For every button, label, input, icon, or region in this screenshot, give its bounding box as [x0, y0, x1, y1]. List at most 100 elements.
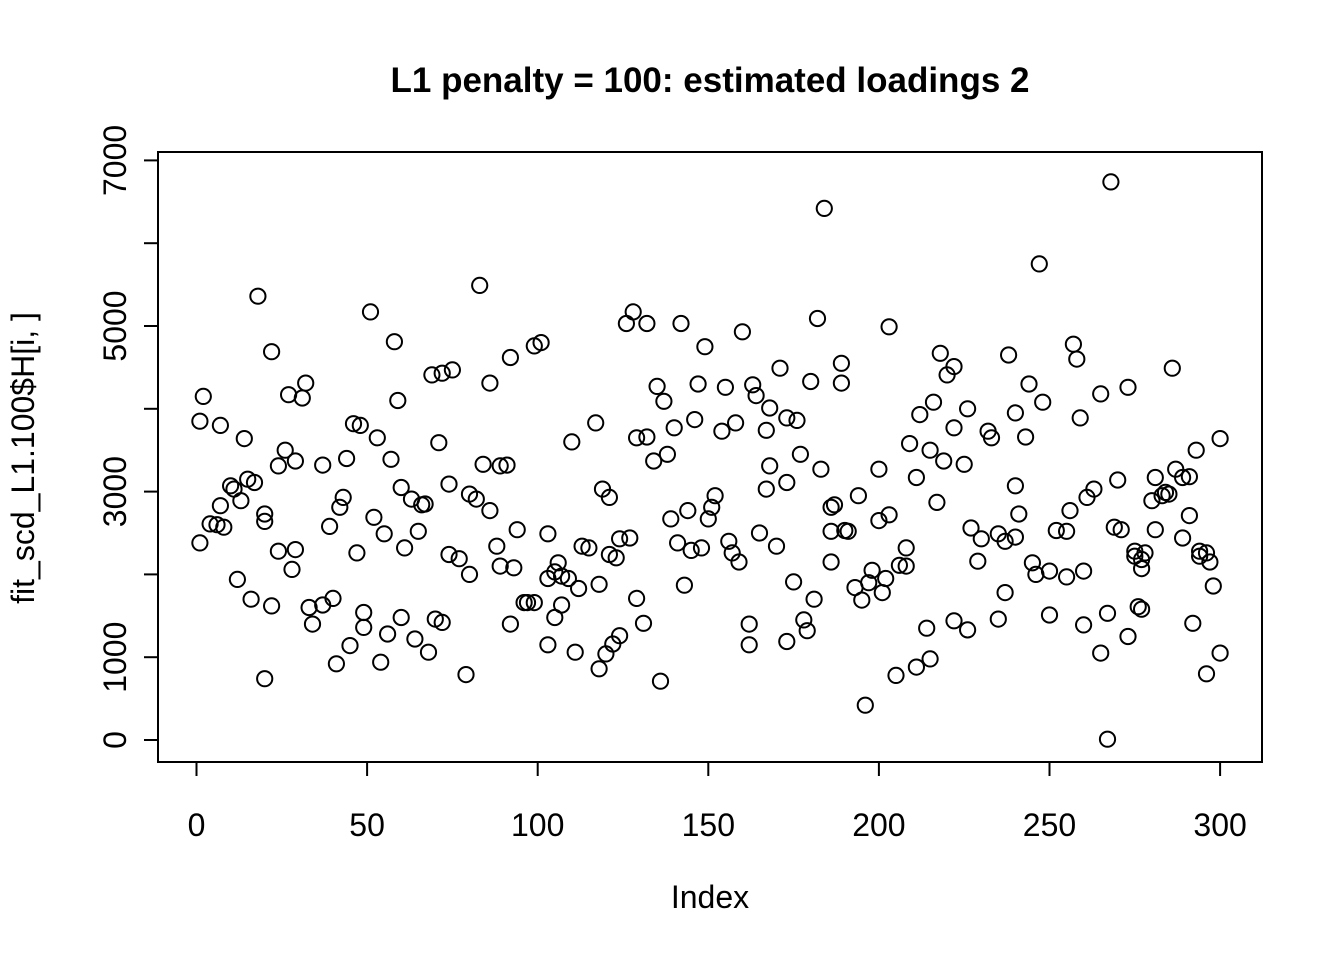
data-point [720, 532, 738, 550]
data-point [392, 478, 410, 497]
data-point [191, 412, 209, 430]
data-point [1119, 378, 1137, 396]
plot-title: L1 penalty = 100: estimated loadings 2 [391, 61, 1030, 100]
data-point [959, 400, 977, 418]
data-point [658, 445, 677, 463]
data-point [1174, 529, 1192, 547]
x-axis-tick-label: 50 [349, 807, 385, 843]
data-point [314, 456, 332, 474]
data-point [222, 477, 240, 495]
data-point [767, 537, 786, 555]
data-point [860, 574, 878, 592]
data-point [532, 334, 550, 352]
data-point [1146, 521, 1164, 539]
data-point [1078, 488, 1096, 506]
data-point [996, 532, 1014, 550]
data-point [228, 570, 246, 589]
data-point [778, 473, 796, 492]
data-point [907, 468, 926, 487]
data-point [368, 429, 386, 447]
data-point [450, 550, 468, 568]
data-point [430, 434, 448, 452]
data-point [805, 590, 823, 608]
data-point [300, 598, 318, 617]
data-point [1180, 506, 1199, 525]
data-point [733, 323, 752, 341]
y-axis-tick-label: 3000 [97, 456, 133, 527]
y-axis-ticks: 0 1000 3000 5000 7000 [97, 125, 158, 749]
data-point [1133, 560, 1151, 578]
data-point [1163, 359, 1181, 377]
data-point [488, 537, 506, 555]
data-point [365, 508, 383, 526]
data-point [1102, 173, 1120, 191]
data-point [890, 556, 909, 574]
data-point [1174, 468, 1192, 487]
y-axis-tick-label: 1000 [97, 622, 133, 693]
data-point [740, 636, 758, 654]
data-point [1006, 477, 1025, 495]
data-point [675, 576, 694, 594]
data-point [959, 621, 977, 639]
data-point [791, 445, 810, 463]
data-point [822, 553, 840, 571]
data-point [590, 575, 608, 593]
data-point [962, 519, 980, 537]
data-point [351, 416, 369, 434]
data-point [815, 199, 833, 217]
data-point [931, 344, 949, 362]
data-point [1075, 616, 1093, 634]
data-point [525, 594, 543, 612]
data-point [1211, 430, 1229, 448]
data-point [372, 653, 390, 671]
data-point [573, 537, 591, 555]
data-point [832, 374, 851, 392]
data-point [812, 460, 830, 478]
data-point [1191, 547, 1209, 565]
data-point [856, 696, 874, 714]
data-point [744, 376, 762, 394]
data-point [1047, 521, 1065, 540]
data-point [443, 361, 461, 379]
data-point [293, 389, 311, 407]
data-point [727, 414, 745, 432]
data-point [655, 392, 673, 410]
data-point [679, 502, 697, 520]
y-axis-label: fit_scd_L1.100$H[i, ] [5, 312, 41, 604]
data-point [481, 374, 499, 392]
data-point [225, 480, 243, 498]
data-point [215, 518, 233, 536]
data-point [245, 473, 264, 492]
data-point [501, 615, 519, 633]
data-point [665, 419, 683, 437]
data-point [918, 619, 936, 637]
data-point [1180, 468, 1199, 486]
data-point [832, 354, 851, 372]
data-point [518, 594, 537, 612]
data-point [945, 612, 963, 630]
data-point [505, 559, 523, 577]
data-point [1133, 550, 1151, 569]
data-point [433, 613, 451, 632]
data-point [355, 618, 373, 637]
data-point [1184, 614, 1202, 632]
x-axis-ticks: 0 50 100 150 200 250 300 [188, 762, 1247, 843]
data-point [945, 419, 963, 437]
y-axis-tick-label: 5000 [97, 290, 133, 361]
data-point [286, 541, 304, 559]
data-point [1129, 598, 1147, 616]
data-point [355, 603, 373, 622]
data-point [1071, 409, 1089, 427]
data-point [778, 632, 796, 651]
data-point [1020, 375, 1038, 393]
data-point [1197, 665, 1216, 683]
data-point [972, 530, 990, 548]
data-point [750, 524, 769, 542]
data-point [982, 429, 1001, 447]
data-point [849, 487, 868, 505]
data-point [788, 411, 806, 429]
data-point [611, 530, 629, 548]
data-point [331, 498, 349, 516]
data-point [1211, 644, 1229, 662]
